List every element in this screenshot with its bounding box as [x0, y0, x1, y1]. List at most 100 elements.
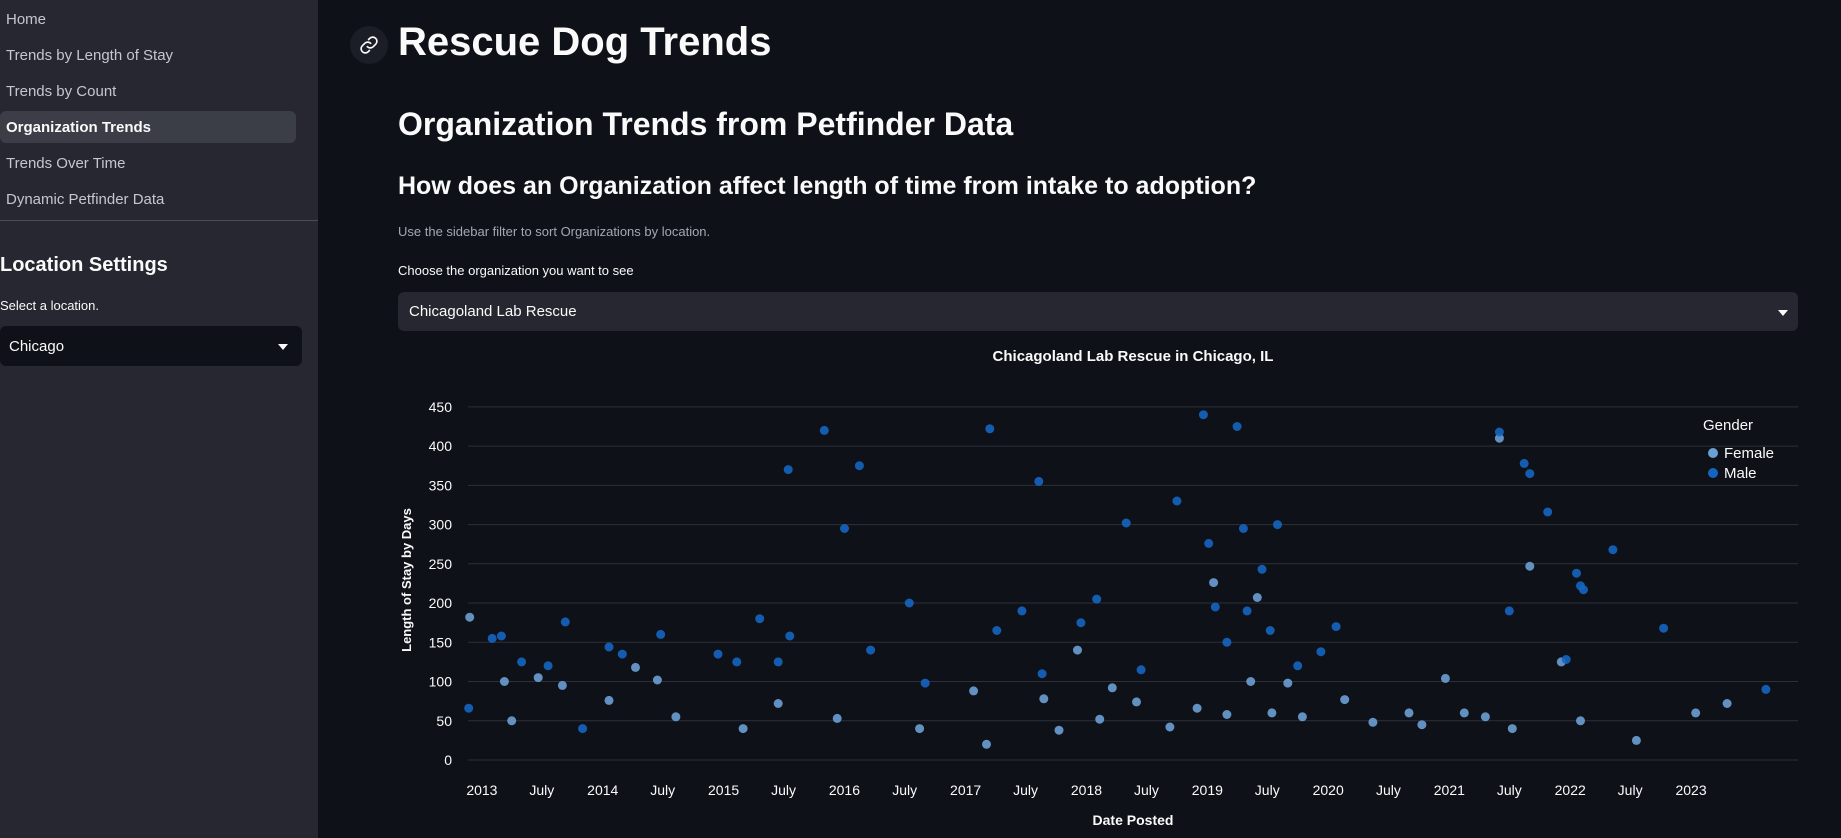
caption-text: Use the sidebar filter to sort Organizat…: [398, 224, 711, 239]
x-tick-label: July: [771, 782, 796, 798]
data-point: [1165, 722, 1175, 732]
x-tick-label: 2018: [1071, 782, 1102, 798]
data-point: [487, 633, 497, 643]
data-point: [1039, 694, 1049, 704]
chart-title: Chicagoland Lab Rescue in Chicago, IL: [993, 348, 1274, 365]
x-tick-label: 2019: [1192, 782, 1223, 798]
data-point: [1283, 678, 1293, 688]
data-point: [1198, 410, 1208, 420]
legend-title: Gender: [1703, 417, 1753, 434]
organization-select[interactable]: Chicagoland Lab Rescue: [398, 292, 1798, 331]
data-point: [1572, 568, 1581, 578]
data-point: [1232, 422, 1242, 431]
sidebar-nav-item[interactable]: Trends by Count: [6, 82, 117, 100]
data-point: [1722, 699, 1732, 708]
x-tick-label: July: [1618, 782, 1643, 798]
data-point: [1631, 735, 1641, 745]
data-point: [1252, 593, 1262, 602]
data-point: [1246, 677, 1256, 686]
data-point: [1210, 602, 1220, 612]
data-point: [755, 614, 765, 624]
data-point: [866, 645, 876, 655]
location-select[interactable]: Chicago: [0, 326, 302, 366]
data-point: [604, 695, 614, 705]
location-select-label: Select a location.: [0, 298, 100, 313]
data-point: [854, 461, 864, 471]
x-tick-label: July: [1255, 782, 1280, 798]
data-point: [1507, 724, 1517, 734]
data-point: [1404, 708, 1414, 718]
data-point: [1331, 622, 1341, 632]
legend-male-label: Male: [1724, 465, 1757, 482]
data-point: [1054, 725, 1064, 735]
data-point: [1368, 717, 1378, 727]
sidebar-nav-item[interactable]: Home: [6, 10, 47, 28]
y-tick-label: 50: [436, 713, 452, 729]
data-point: [507, 716, 517, 726]
sidebar-nav-item[interactable]: Dynamic Petfinder Data: [6, 190, 165, 208]
data-point: [517, 657, 527, 667]
x-tick-label: 2016: [829, 782, 860, 798]
data-point: [1034, 476, 1044, 486]
y-tick-label: 200: [429, 595, 453, 611]
anchor-link-button[interactable]: [350, 26, 388, 64]
x-axis-ticks: 2013 July 2014 July 2015 July 2016 July 2017 July…: [466, 782, 1707, 798]
data-point: [1222, 637, 1232, 647]
x-tick-label: July: [529, 782, 554, 798]
data-point: [1494, 427, 1504, 437]
data-point: [915, 724, 925, 734]
y-tick-label: 400: [429, 438, 453, 454]
data-point: [982, 739, 991, 749]
data-point: [819, 425, 829, 435]
data-point: [732, 657, 742, 667]
data-point: [832, 713, 842, 723]
data-point: [1459, 708, 1469, 718]
data-point: [533, 673, 543, 683]
x-tick-label: 2015: [708, 782, 739, 798]
data-point: [1691, 708, 1701, 718]
data-point: [604, 642, 614, 652]
data-point: [465, 612, 475, 622]
data-point: [1132, 697, 1141, 707]
data-point: [656, 629, 666, 639]
data-point: [783, 465, 793, 475]
data-point: [1136, 665, 1146, 675]
sidebar-nav-item[interactable]: Trends Over Time: [6, 154, 126, 172]
data-point: [1273, 520, 1282, 530]
data-point: [1525, 469, 1535, 479]
location-select-value: Chicago: [9, 337, 65, 355]
chart-legend: Gender Female Male: [1703, 417, 1774, 482]
x-tick-label: July: [1013, 782, 1038, 798]
data-point: [1579, 585, 1588, 595]
data-point: [617, 649, 627, 659]
data-point: [1257, 564, 1267, 574]
data-point: [464, 703, 474, 713]
data-point: [1095, 714, 1105, 724]
data-point: [1076, 618, 1086, 628]
x-tick-label: 2020: [1313, 782, 1344, 798]
data-point: [1265, 626, 1275, 635]
data-point: [578, 724, 588, 734]
data-point: [1092, 594, 1102, 604]
y-tick-label: 450: [429, 399, 453, 415]
x-tick-label: 2023: [1675, 782, 1706, 798]
data-point: [713, 649, 723, 659]
data-point: [785, 631, 795, 641]
sidebar-nav-item[interactable]: Organization Trends: [0, 111, 296, 143]
data-point: [1561, 655, 1571, 664]
x-tick-label: 2013: [466, 782, 497, 798]
data-point: [1172, 496, 1182, 506]
chart-points: [464, 410, 1771, 749]
data-point: [1608, 545, 1618, 555]
data-point: [738, 724, 748, 734]
data-point: [920, 678, 930, 688]
x-tick-label: 2017: [950, 782, 981, 798]
y-axis-label: Length of Stay by Days: [399, 508, 414, 652]
sidebar-nav-item[interactable]: Trends by Length of Stay: [6, 46, 174, 64]
data-point: [1504, 606, 1514, 616]
legend-female-marker: [1708, 448, 1718, 458]
data-point: [1222, 710, 1232, 719]
data-point: [992, 626, 1002, 635]
data-point: [1494, 433, 1504, 443]
data-point: [1107, 683, 1117, 693]
